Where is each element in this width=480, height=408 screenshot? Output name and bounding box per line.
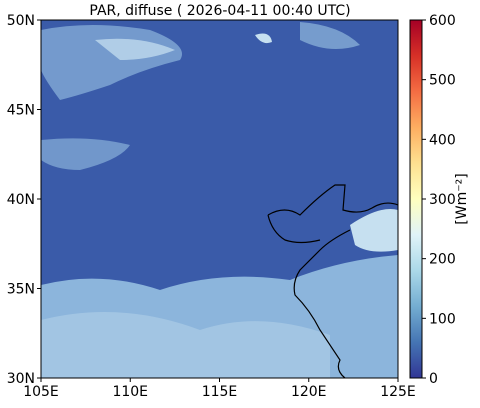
- coastline: [267, 184, 398, 378]
- x-tick-label: 105E: [23, 384, 59, 400]
- colorbar-tick-label: 600: [429, 13, 456, 29]
- y-tick-label: 35N: [7, 282, 35, 298]
- colorbar-tick-label: 100: [429, 311, 456, 327]
- x-tick-label: 120E: [291, 384, 327, 400]
- colorbar-tick-label: 400: [429, 132, 456, 148]
- colorbar-tick-label: 200: [429, 252, 456, 268]
- colorbar: [409, 19, 423, 379]
- y-tick-label: 30N: [7, 371, 35, 387]
- satellite-field: [41, 20, 398, 378]
- colorbar-tick-label: 500: [429, 73, 456, 89]
- colorbar-tick-label: 0: [429, 371, 438, 387]
- x-tick-label: 110E: [112, 384, 148, 400]
- x-tick-label: 115E: [202, 384, 238, 400]
- y-tick-label: 50N: [7, 13, 35, 29]
- colorbar-tick-label: 300: [429, 192, 456, 208]
- title: PAR, diffuse ( 2026-04-11 00:40 UTC): [89, 3, 350, 19]
- colorbar-label: [Wm⁻²]: [454, 173, 470, 224]
- y-tick-label: 40N: [7, 192, 35, 208]
- x-tick-label: 125E: [380, 384, 416, 400]
- y-tick-label: 45N: [7, 103, 35, 119]
